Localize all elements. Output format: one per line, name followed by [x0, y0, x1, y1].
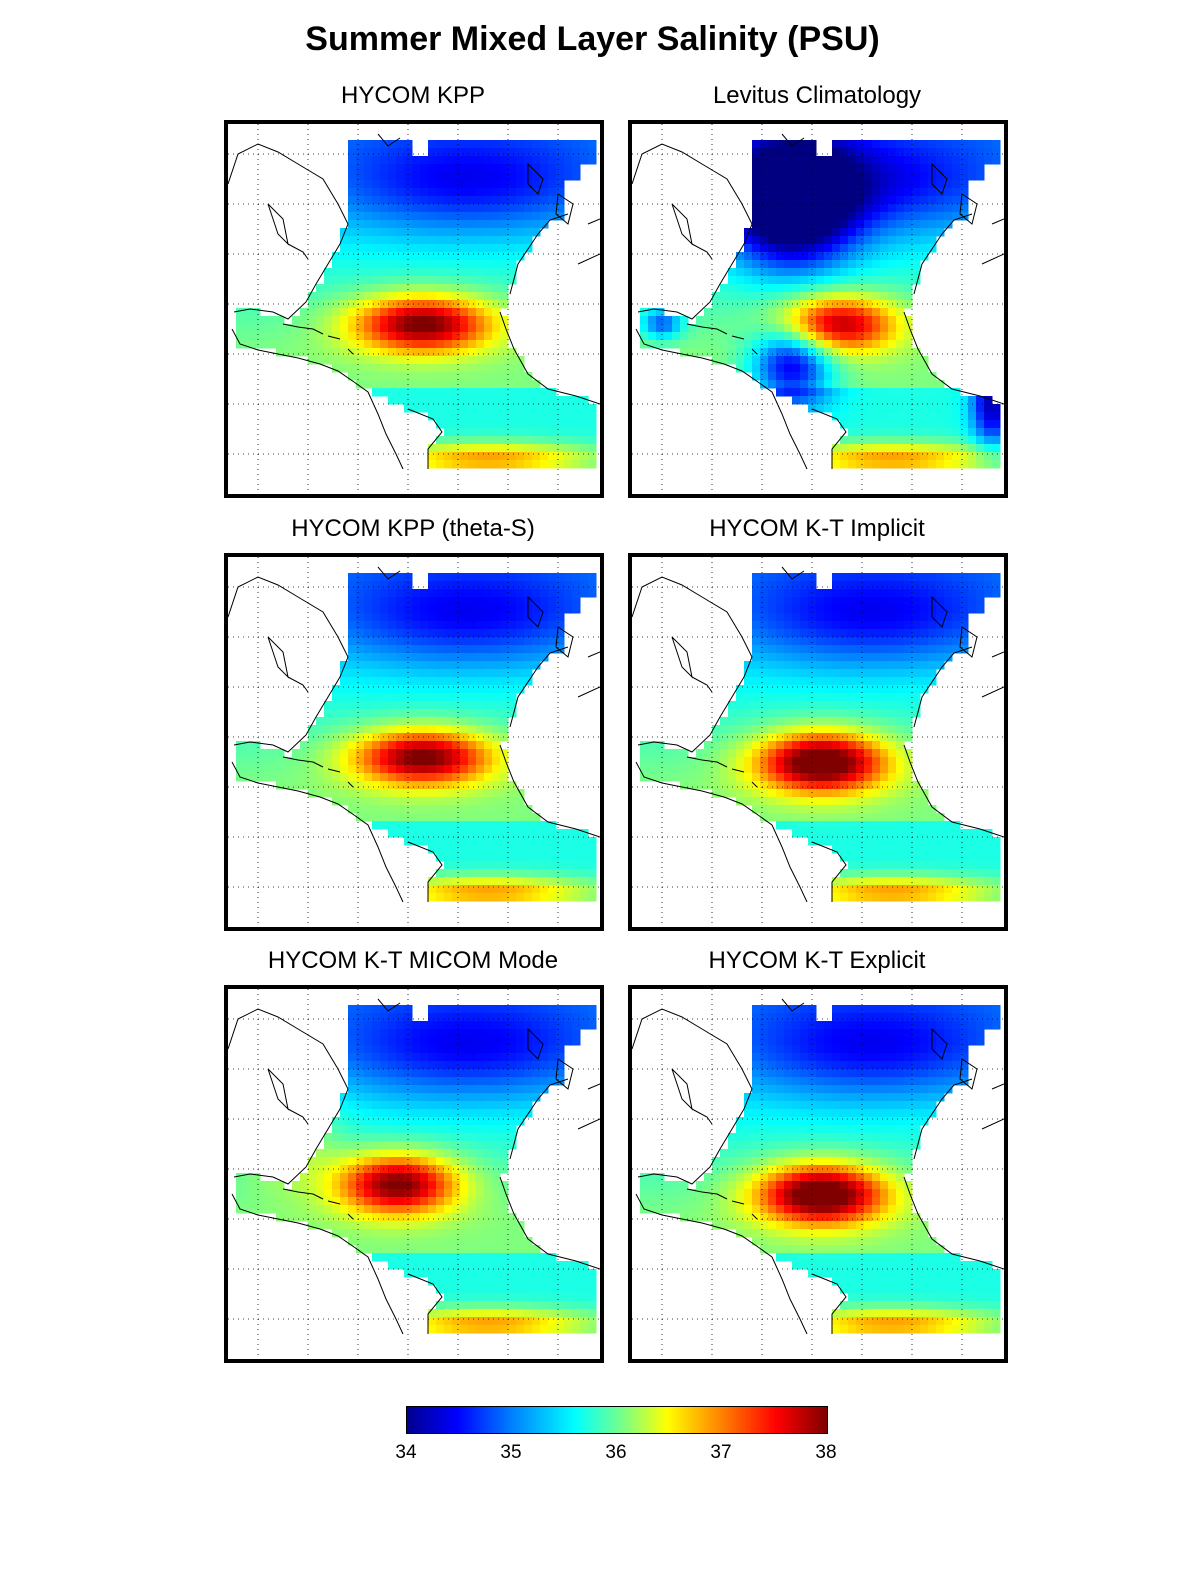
panel-title-5: HYCOM K-T MICOM Mode	[267, 947, 559, 974]
lat-lon-grid	[228, 124, 600, 494]
panel-title-6: HYCOM K-T Explicit	[708, 947, 926, 974]
lat-lon-grid	[632, 557, 1004, 927]
colorbar-tick-label: 36	[605, 1442, 627, 1463]
colorbar-tick-label: 37	[710, 1442, 732, 1463]
colorbar-tick-label: 35	[500, 1442, 522, 1463]
coastlines	[228, 566, 600, 903]
salinity-field	[640, 140, 1001, 469]
salinity-field	[640, 1005, 1001, 1334]
coastlines	[228, 998, 600, 1335]
salinity-field	[640, 573, 1001, 902]
panel-title-1: HYCOM KPP	[340, 82, 486, 109]
salinity-field	[236, 573, 597, 902]
colorbar-tick-label: 34	[395, 1442, 417, 1463]
salinity-field	[236, 1005, 597, 1334]
map-panel-6	[628, 985, 1008, 1363]
coastlines	[632, 998, 1004, 1335]
coastlines	[632, 566, 1004, 903]
coastlines	[228, 133, 600, 470]
lat-lon-grid	[228, 557, 600, 927]
lat-lon-grid	[632, 989, 1004, 1359]
coastlines	[632, 133, 1004, 470]
panel-title-3: HYCOM KPP (theta-S)	[291, 515, 535, 542]
map-panel-4	[628, 553, 1008, 931]
colorbar	[406, 1406, 828, 1434]
panel-title-4: HYCOM K-T Implicit	[709, 515, 925, 542]
salinity-field	[236, 140, 597, 469]
map-panel-5	[224, 985, 604, 1363]
map-panel-1	[224, 120, 604, 498]
map-panel-3	[224, 553, 604, 931]
lat-lon-grid	[632, 124, 1004, 494]
lat-lon-grid	[228, 989, 600, 1359]
panel-title-2: Levitus Climatology	[712, 82, 922, 109]
figure-title: Summer Mixed Layer Salinity (PSU)	[305, 20, 880, 58]
map-panel-2	[628, 120, 1008, 498]
colorbar-tick-label: 38	[815, 1442, 837, 1463]
